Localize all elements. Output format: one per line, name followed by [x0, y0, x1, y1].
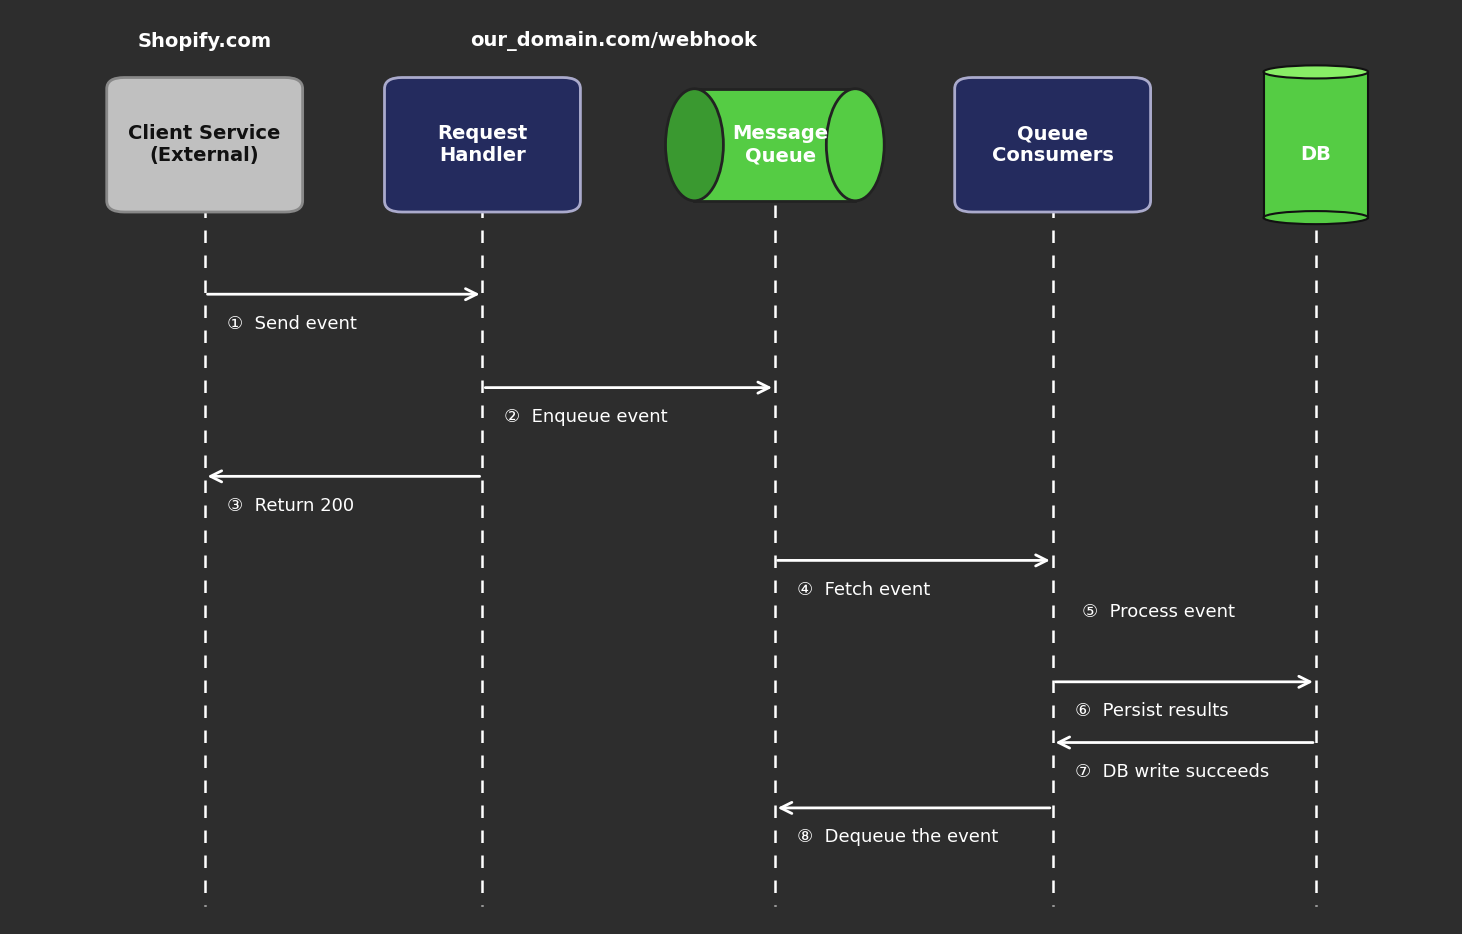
- Text: ④  Fetch event: ④ Fetch event: [797, 581, 930, 599]
- Text: Queue
Consumers: Queue Consumers: [991, 124, 1114, 165]
- Text: our_domain.com/webhook: our_domain.com/webhook: [471, 32, 757, 51]
- Ellipse shape: [665, 89, 724, 201]
- Ellipse shape: [826, 89, 885, 201]
- Text: ①  Send event: ① Send event: [227, 315, 357, 333]
- Text: Message
Queue: Message Queue: [732, 124, 829, 165]
- Ellipse shape: [1263, 65, 1368, 78]
- Text: ⑥  Persist results: ⑥ Persist results: [1075, 702, 1228, 720]
- FancyBboxPatch shape: [385, 78, 580, 212]
- Text: ⑤  Process event: ⑤ Process event: [1082, 602, 1235, 621]
- Ellipse shape: [1263, 211, 1368, 224]
- Text: ③  Return 200: ③ Return 200: [227, 497, 354, 515]
- Text: Client Service
(External): Client Service (External): [129, 124, 281, 165]
- Text: ⑧  Dequeue the event: ⑧ Dequeue the event: [797, 828, 999, 846]
- Text: DB: DB: [1300, 145, 1332, 163]
- Text: Request
Handler: Request Handler: [437, 124, 528, 165]
- Text: ⑦  DB write succeeds: ⑦ DB write succeeds: [1075, 763, 1269, 781]
- FancyBboxPatch shape: [955, 78, 1151, 212]
- FancyBboxPatch shape: [107, 78, 303, 212]
- Text: ②  Enqueue event: ② Enqueue event: [504, 408, 668, 426]
- Text: Shopify.com: Shopify.com: [137, 33, 272, 51]
- Polygon shape: [1263, 72, 1368, 218]
- Polygon shape: [694, 89, 855, 201]
